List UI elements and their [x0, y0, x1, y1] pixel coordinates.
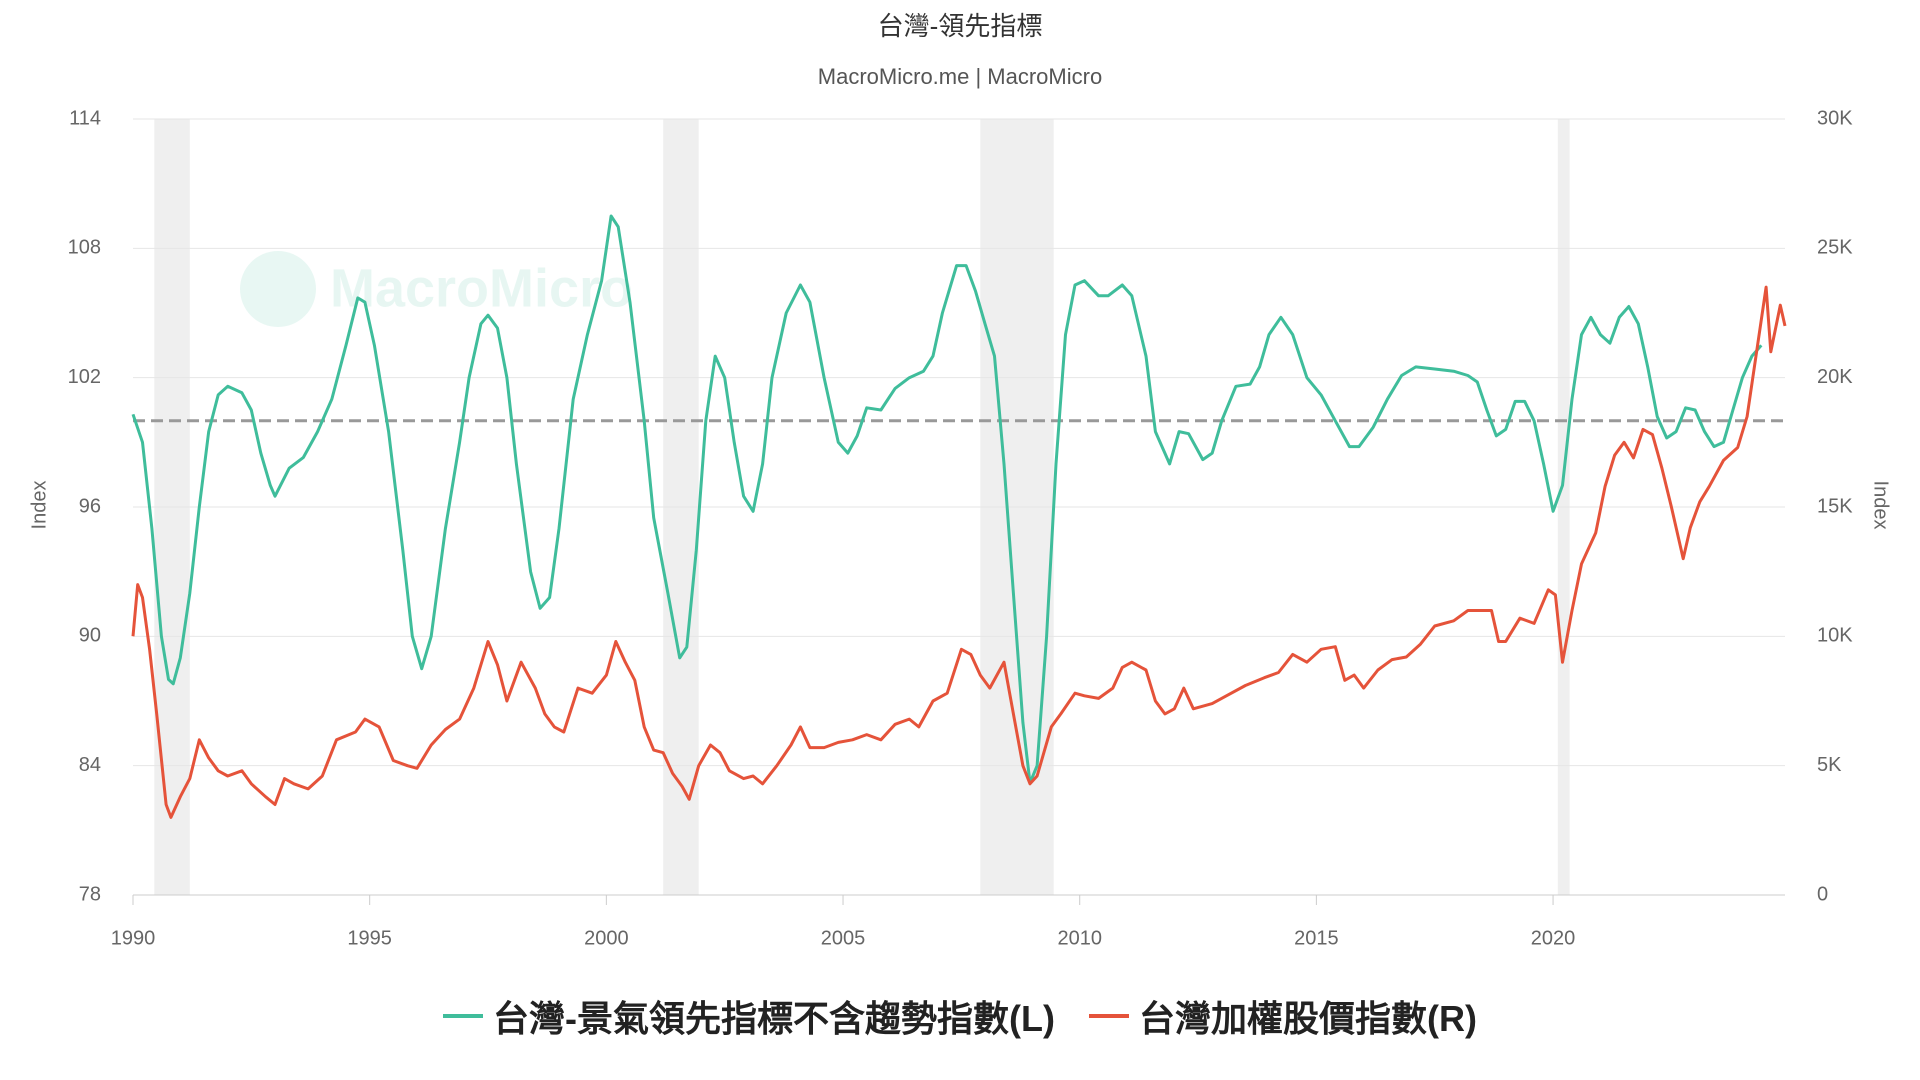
series-line — [131, 285, 1787, 819]
y-tick-label: 84 — [79, 754, 101, 776]
y-tick-label: 114 — [69, 107, 101, 129]
legend: 台灣-景氣領先指標不含趨勢指數(L) 台灣加權股價指數(R) — [0, 990, 1920, 1042]
chart-title: 台灣-領先指標 — [878, 11, 1043, 41]
y2-tick-label: 20K — [1817, 366, 1853, 388]
legend-item[interactable]: 台灣-景氣領先指標不含趨勢指數(L) — [443, 990, 1055, 1042]
y-tick-label: 90 — [79, 625, 101, 647]
y-tick-label: 96 — [79, 495, 101, 517]
y-axis-label: Index — [28, 481, 50, 530]
y2-tick-label: 15K — [1817, 495, 1853, 517]
y-tick-label: 102 — [68, 366, 101, 388]
y2-axis-label: Index — [1870, 481, 1892, 530]
x-tick-label: 2010 — [1057, 927, 1102, 949]
y2-tick-label: 0 — [1817, 883, 1828, 905]
legend-swatch — [1088, 1014, 1129, 1018]
x-tick-label: 2005 — [821, 927, 866, 949]
x-tick-label: 1990 — [111, 927, 156, 949]
legend-item[interactable]: 台灣加權股價指數(R) — [1088, 990, 1477, 1042]
watermark-icon — [240, 251, 316, 327]
watermark: MacroMicro — [330, 258, 633, 318]
series-line — [131, 214, 1763, 785]
y-tick-label: 108 — [68, 237, 101, 259]
x-tick-label: 2020 — [1531, 927, 1576, 949]
y2-tick-label: 5K — [1817, 754, 1842, 776]
x-tick-label: 2015 — [1294, 927, 1339, 949]
x-tick-label: 1995 — [347, 927, 392, 949]
legend-label: 台灣-景氣領先指標不含趨勢指數(L) — [493, 998, 1055, 1039]
legend-label: 台灣加權股價指數(R) — [1138, 998, 1477, 1039]
y2-tick-label: 30K — [1817, 107, 1853, 129]
chart-subtitle: MacroMicro.me | MacroMicro — [818, 64, 1102, 89]
legend-swatch — [443, 1014, 484, 1018]
chart: 台灣-領先指標 MacroMicro.me | MacroMicro Macro… — [28, 11, 1892, 949]
y2-tick-label: 25K — [1817, 237, 1853, 259]
y-tick-label: 78 — [79, 883, 101, 905]
y2-tick-label: 10K — [1817, 625, 1853, 647]
x-tick-label: 2000 — [584, 927, 629, 949]
